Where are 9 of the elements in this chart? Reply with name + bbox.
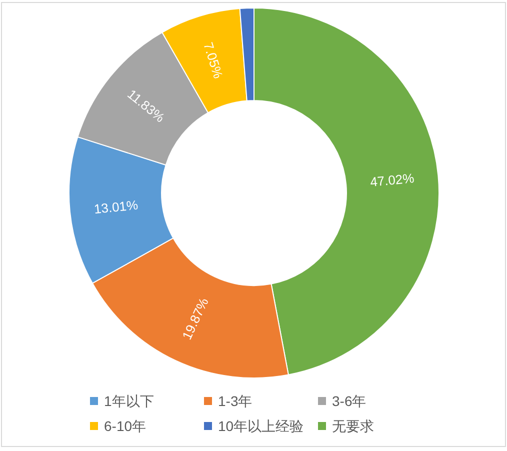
legend-label: 6-10年 — [104, 418, 146, 434]
legend-label: 无要求 — [332, 418, 374, 434]
legend-label: 3-6年 — [332, 393, 366, 409]
legend-label: 10年以上经验 — [218, 418, 304, 434]
data-label: 47.02% — [369, 170, 416, 190]
legend-label: 1年以下 — [104, 393, 154, 409]
data-label: 13.01% — [93, 197, 140, 217]
data-label: 7.05% — [200, 40, 226, 81]
legend-label: 1-3年 — [218, 393, 252, 409]
